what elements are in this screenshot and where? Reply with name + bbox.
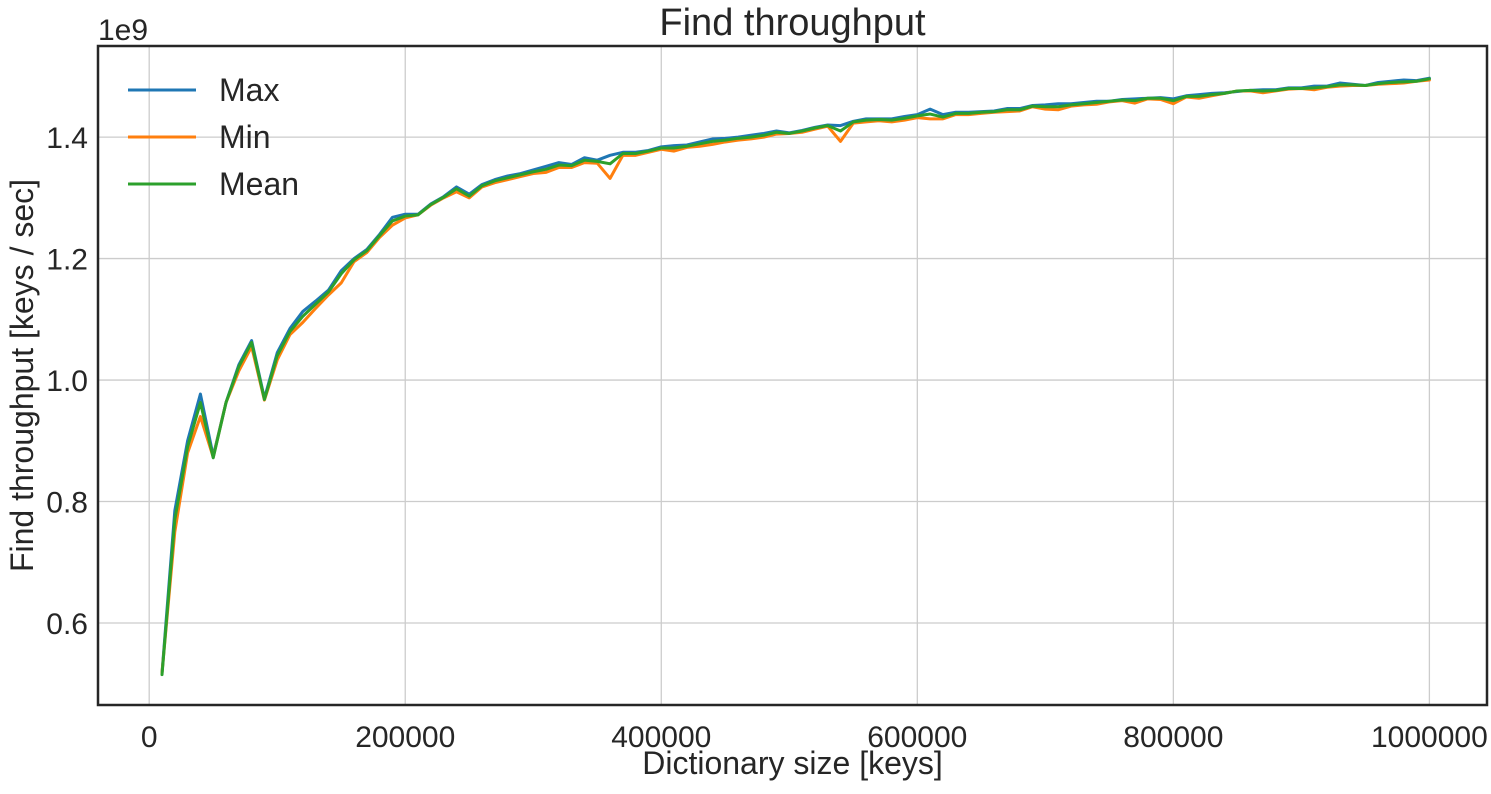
grid (98, 46, 1487, 705)
y-tick-label: 1.0 (46, 365, 88, 398)
x-tick-label: 0 (141, 721, 158, 754)
legend: Max Min Mean (128, 72, 299, 202)
chart-title: Find throughput (659, 2, 926, 44)
series-line-min (160, 78, 1431, 675)
legend-label: Mean (219, 166, 299, 202)
series-line-max (160, 76, 1431, 675)
y-tick-label: 1.2 (46, 244, 88, 277)
x-axis-ticks: 0 200000 400000 600000 800000 1000000 (141, 721, 1488, 754)
x-tick-label: 800000 (1123, 721, 1223, 754)
y-tick-label: 0.6 (46, 608, 88, 641)
x-tick-label: 600000 (867, 721, 967, 754)
y-tick-label: 0.8 (46, 487, 88, 520)
y-axis-ticks: 0.6 0.8 1.0 1.2 1.4 (46, 122, 88, 641)
x-tick-label: 400000 (611, 721, 711, 754)
plot-frame (96, 44, 1489, 707)
legend-label: Max (219, 72, 279, 108)
x-tick-label: 1000000 (1371, 721, 1488, 754)
legend-item-max: Max (128, 72, 279, 108)
y-axis-label: Find throughput [keys / sec] (4, 179, 40, 572)
legend-item-mean: Mean (128, 166, 299, 202)
x-axis-label: Dictionary size [keys] (642, 745, 943, 781)
y-axis-offset-label: 1e9 (98, 14, 148, 47)
x-tick-label: 200000 (355, 721, 455, 754)
y-tick-label: 1.4 (46, 122, 88, 155)
series-line-mean (160, 77, 1431, 677)
legend-item-min: Min (128, 119, 271, 155)
legend-label: Min (219, 119, 271, 155)
series-lines (160, 76, 1431, 677)
